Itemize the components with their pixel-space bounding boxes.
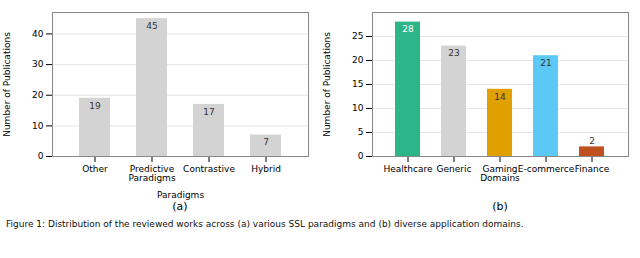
html-text:(a): (a) xyxy=(172,200,188,213)
svg-text:0: 0 xyxy=(358,151,364,161)
svg-text:23: 23 xyxy=(448,48,459,58)
svg-text:30: 30 xyxy=(32,59,44,69)
svg-text:Finance: Finance xyxy=(575,164,610,174)
svg-text:Contrastive: Contrastive xyxy=(183,164,235,174)
svg-text:2: 2 xyxy=(589,136,595,146)
svg-text:45: 45 xyxy=(146,21,157,31)
svg-text:5: 5 xyxy=(358,127,364,137)
svg-text:Other: Other xyxy=(82,164,108,174)
svg-text:Number of Publications: Number of Publications xyxy=(322,32,332,137)
html-text:(b): (b) xyxy=(492,200,508,213)
svg-text:40: 40 xyxy=(32,29,44,39)
svg-text:PredictiveParadigms: PredictiveParadigms xyxy=(128,164,175,183)
html-text:Figure 1: Distribution of the: Figure 1: Distribution of the reviewed w… xyxy=(6,219,524,229)
svg-text:E-commerce: E-commerce xyxy=(518,164,575,174)
svg-text:Hybrid: Hybrid xyxy=(251,164,281,174)
svg-text:20: 20 xyxy=(32,90,44,100)
svg-text:28: 28 xyxy=(402,24,414,34)
svg-text:21: 21 xyxy=(540,58,551,68)
svg-text:7: 7 xyxy=(263,137,269,147)
svg-text:Healthcare: Healthcare xyxy=(383,164,433,174)
svg-text:20: 20 xyxy=(352,55,364,65)
svg-text:Generic: Generic xyxy=(437,164,472,174)
svg-text:GamingDomains: GamingDomains xyxy=(480,164,520,183)
svg-text:10: 10 xyxy=(352,103,364,113)
svg-text:15: 15 xyxy=(352,79,363,89)
svg-text:0: 0 xyxy=(38,151,44,161)
svg-text:17: 17 xyxy=(203,107,214,117)
svg-text:19: 19 xyxy=(89,101,101,111)
svg-text:Paradigms: Paradigms xyxy=(157,190,204,200)
svg-text:25: 25 xyxy=(352,31,363,41)
svg-text:Number of Publications: Number of Publications xyxy=(2,32,12,137)
svg-text:14: 14 xyxy=(494,92,506,102)
svg-text:10: 10 xyxy=(32,121,44,131)
